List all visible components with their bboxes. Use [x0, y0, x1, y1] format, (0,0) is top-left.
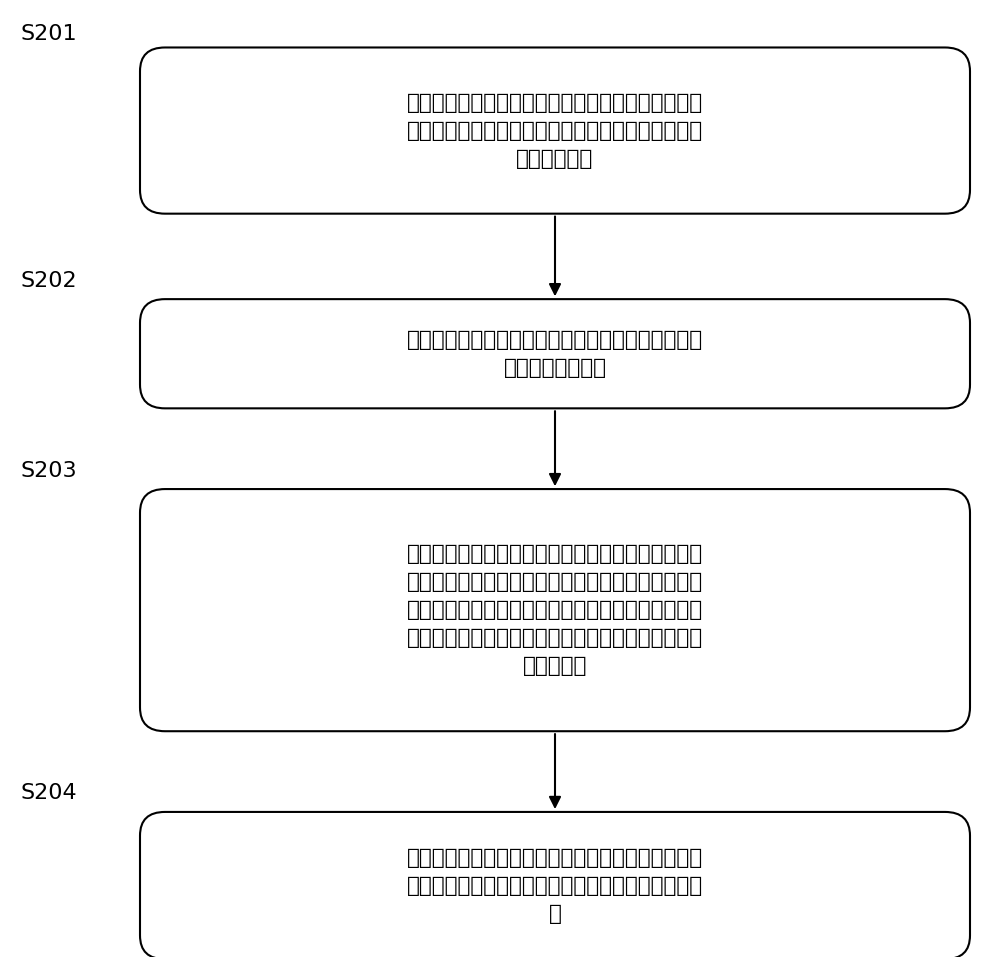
FancyBboxPatch shape: [140, 300, 970, 409]
FancyBboxPatch shape: [140, 48, 970, 213]
FancyBboxPatch shape: [140, 812, 970, 957]
Text: 若所述叠加信号的幅值不大于所述幅值阈值，将所述
双向开关从所述信号检测端口切换回所述音频输出端
口: 若所述叠加信号的幅值不大于所述幅值阈值，将所述 双向开关从所述信号检测端口切换回…: [407, 848, 703, 924]
Text: 判断所述信号检测端口输出的叠加信号的幅值是否大
于预设的幅值阈值: 判断所述信号检测端口输出的叠加信号的幅值是否大 于预设的幅值阈值: [407, 330, 703, 378]
Text: 若所述叠加信号的幅值大于所述幅值阈值，通过所述
可调增益放大器将所述叠加信号的幅值调整为不大于
所述幅值阈值，并将调整后的所述可调增益放大器对
应的放大器增益控: 若所述叠加信号的幅值大于所述幅值阈值，通过所述 可调增益放大器将所述叠加信号的幅…: [407, 545, 703, 677]
FancyBboxPatch shape: [140, 489, 970, 731]
Text: 当所述通信设备的使用状态发生变化时，按照预设的
周期将所述双向开关从所述音频输出端口切换至所述
信号检测端口: 当所述通信设备的使用状态发生变化时，按照预设的 周期将所述双向开关从所述音频输出…: [407, 93, 703, 168]
Text: S203: S203: [20, 460, 77, 480]
Text: S201: S201: [20, 24, 77, 44]
Text: S202: S202: [20, 271, 77, 291]
Text: S204: S204: [20, 784, 77, 804]
